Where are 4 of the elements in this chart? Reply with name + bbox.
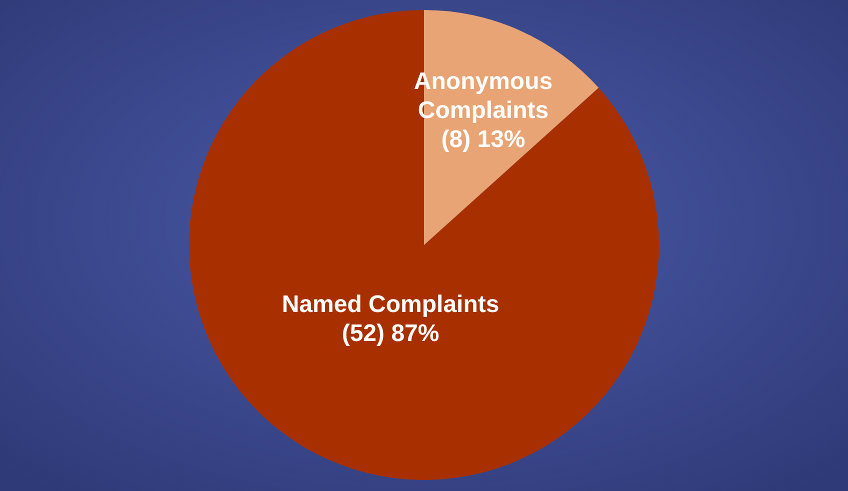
data-label: (52) 87% [342, 320, 440, 347]
pie-slice [189, 10, 659, 480]
slice-label: Named Complaints [282, 290, 500, 318]
data-label: (8) 13% [441, 126, 526, 154]
